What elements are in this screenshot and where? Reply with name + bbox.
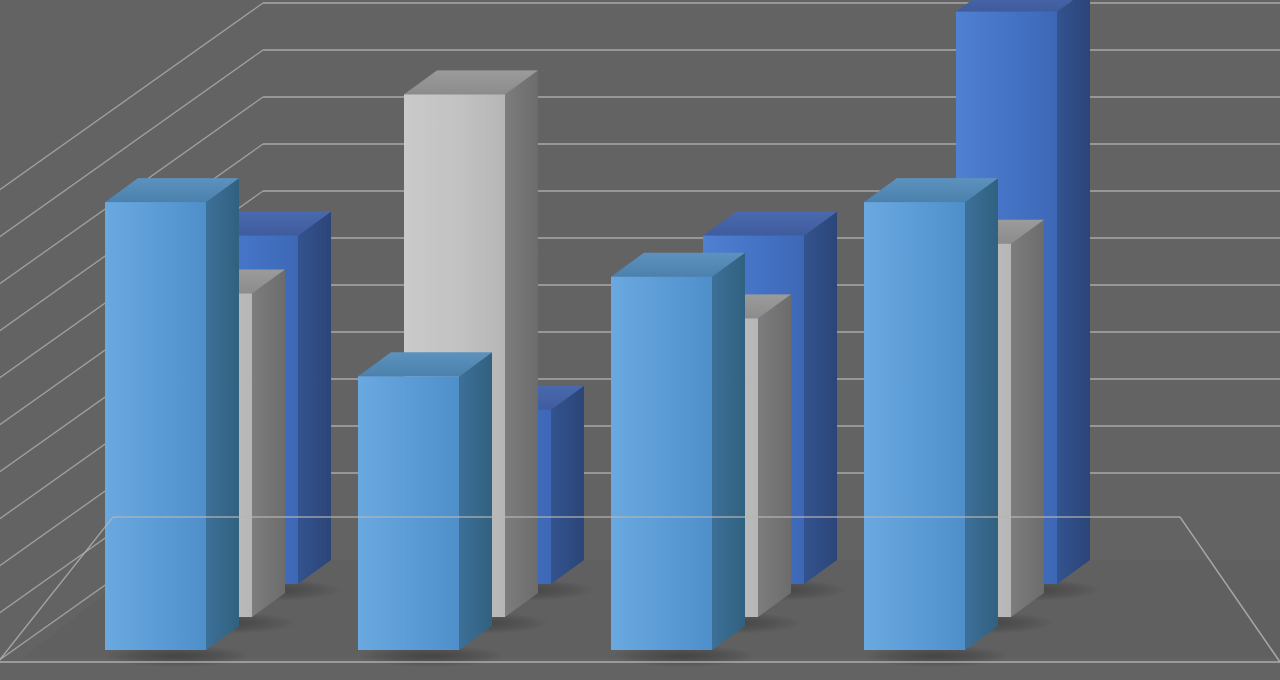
bar-3-1 — [104, 178, 251, 667]
bar-series-group — [104, 0, 1102, 667]
axis-lines — [0, 516, 1280, 663]
bar-3-2 — [357, 352, 504, 667]
bar-3-3 — [610, 252, 757, 667]
bar-3-4 — [863, 178, 1010, 667]
